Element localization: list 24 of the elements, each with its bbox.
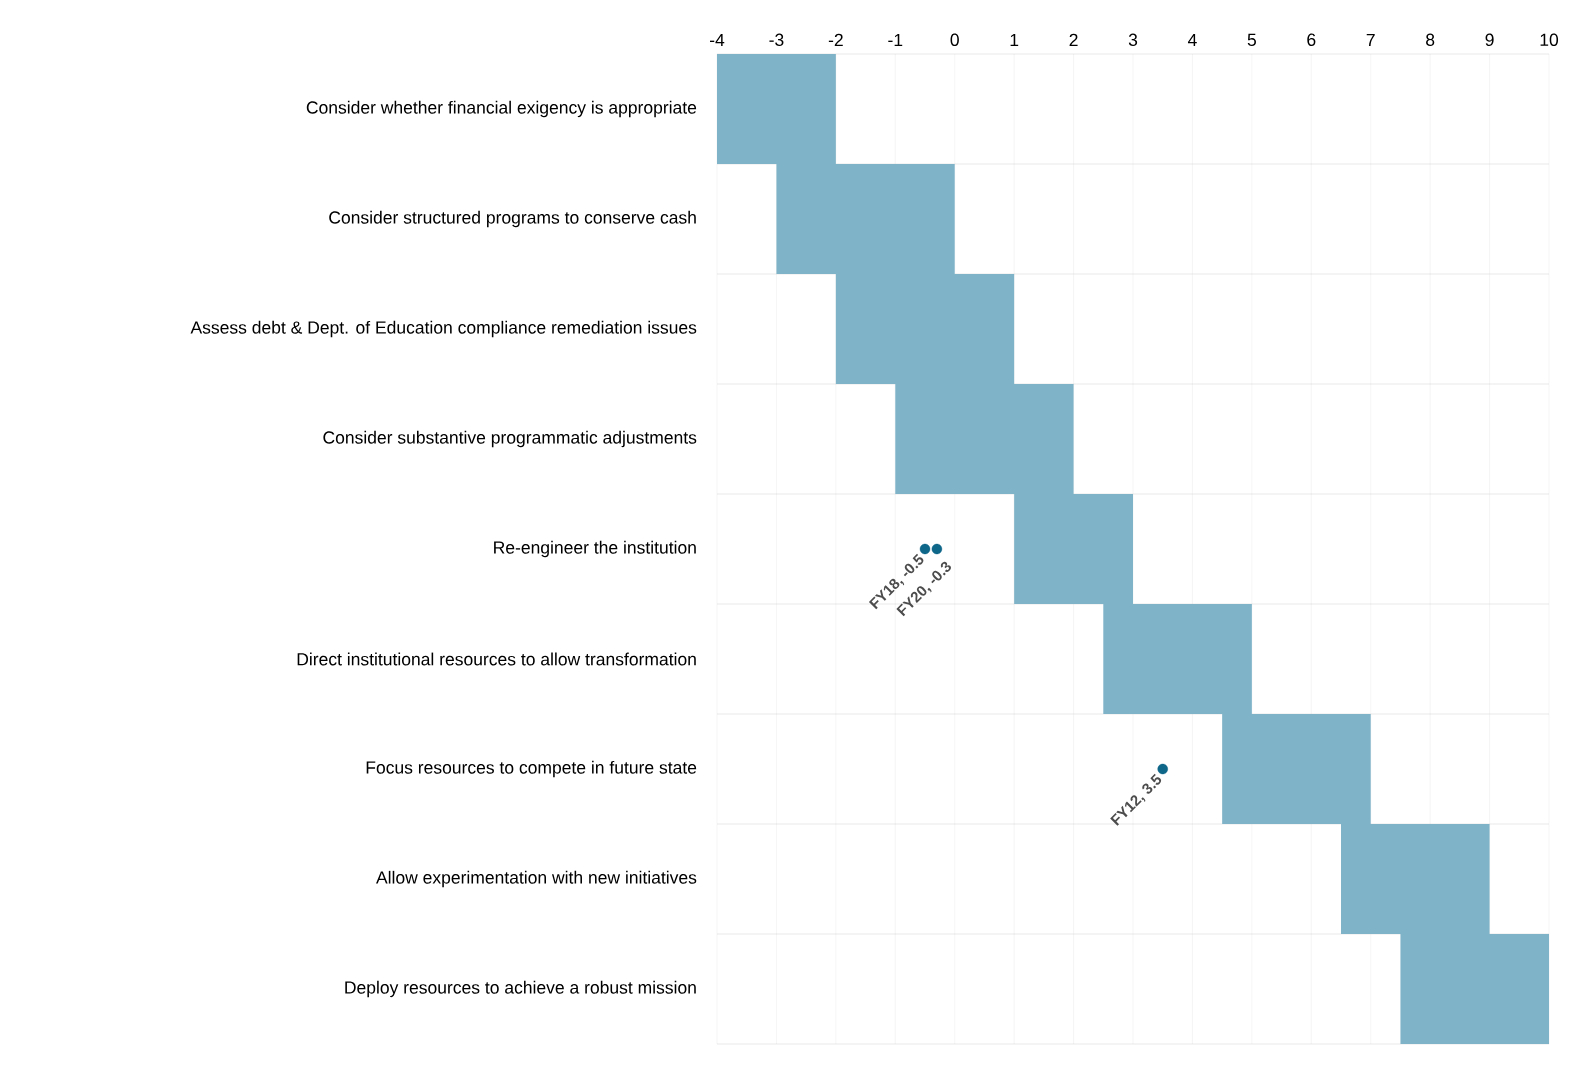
y-tick-label: Direct institutional resources to allow transformation xyxy=(297,652,696,666)
y-tick-label: Re-engineer the institution xyxy=(494,540,696,558)
x-tick-label: -2 xyxy=(828,33,843,46)
x-tick-label: 7 xyxy=(1366,33,1375,46)
x-tick-label: -4 xyxy=(710,33,725,46)
y-tick-label: Focus resources to compete in future state xyxy=(366,760,697,778)
y-tick-label: Assess debt & Dept. of Education compliance remediation issues xyxy=(190,320,697,338)
x-tick-label: 6 xyxy=(1307,33,1316,46)
x-tick-label: 1 xyxy=(1010,33,1019,46)
y-tick-label: Consider structured programs to conserve cash xyxy=(329,210,696,228)
x-tick-label: -1 xyxy=(888,33,903,46)
x-tick-label: 0 xyxy=(950,33,959,46)
x-tick-label: 8 xyxy=(1426,33,1435,46)
y-tick-label: Deploy resources to achieve a robust mission xyxy=(345,980,696,998)
y-tick-label: Consider substantive programmatic adjustments xyxy=(323,430,697,448)
x-tick-label: 2 xyxy=(1069,33,1078,46)
x-tick-label: 10 xyxy=(1540,33,1559,46)
x-tick-label: 4 xyxy=(1187,33,1197,46)
x-tick-label: 5 xyxy=(1247,33,1256,46)
x-tick-label: 9 xyxy=(1485,33,1494,46)
y-tick-label: Consider whether financial exigency is appropriate xyxy=(306,100,697,118)
x-tick-label: 3 xyxy=(1128,33,1138,46)
x-tick-label: -3 xyxy=(769,33,784,46)
y-tick-label: Allow experimentation with new initiatives xyxy=(376,870,697,888)
